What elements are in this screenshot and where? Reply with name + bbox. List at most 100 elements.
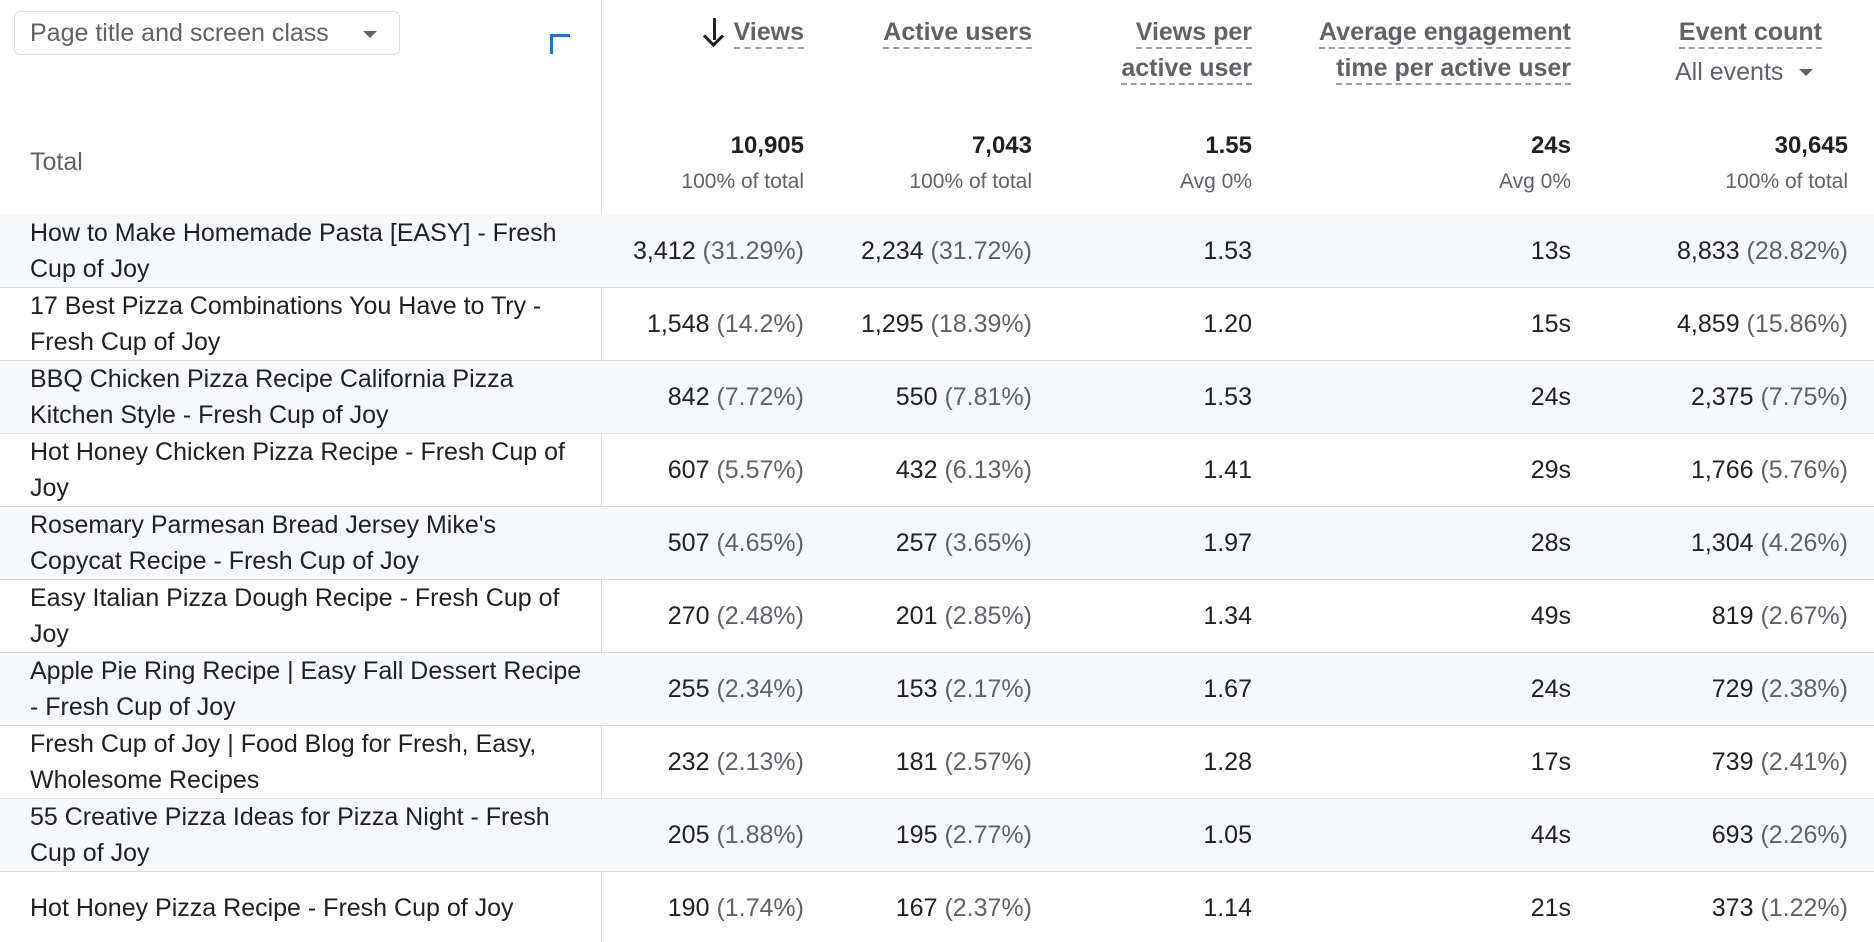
row-active-users: 167 (2.37%) [895, 894, 1032, 922]
total-event-count-value: 30,645 [1774, 132, 1848, 159]
row-views-per-user: 1.53 [1203, 237, 1252, 265]
row-views-per-user: 1.28 [1203, 748, 1252, 776]
row-views: 190 (1.74%) [667, 894, 804, 922]
table-row[interactable]: Easy Italian Pizza Dough Recipe - Fresh … [0, 580, 1874, 653]
total-views-per-user-value: 1.55 [1205, 132, 1252, 159]
table-row[interactable]: 55 Creative Pizza Ideas for Pizza Night … [0, 799, 1874, 872]
column-header-avg-engagement[interactable]: Average engagement time per active user [1319, 14, 1571, 86]
row-views-per-user: 1.53 [1203, 383, 1252, 411]
total-views-per-user-sub: Avg 0% [1180, 170, 1252, 193]
table-row[interactable]: Fresh Cup of Joy | Food Blog for Fresh, … [0, 726, 1874, 799]
total-avg-engagement-value: 24s [1530, 132, 1571, 159]
row-page-title[interactable]: Rosemary Parmesan Bread Jersey Mike's Co… [30, 511, 497, 575]
row-page-title[interactable]: Easy Italian Pizza Dough Recipe - Fresh … [30, 584, 560, 648]
row-avg-engagement: 13s [1530, 237, 1571, 265]
row-active-users: 2,234 (31.72%) [861, 237, 1032, 265]
table-row[interactable]: Rosemary Parmesan Bread Jersey Mike's Co… [0, 507, 1874, 580]
row-avg-engagement: 24s [1530, 675, 1571, 703]
row-page-title[interactable]: 17 Best Pizza Combinations You Have to T… [30, 292, 542, 356]
total-event-count-sub: 100% of total [1725, 170, 1848, 193]
row-views: 270 (2.48%) [667, 602, 804, 630]
row-views-per-user: 1.34 [1203, 602, 1252, 630]
row-event-count: 2,375 (7.75%) [1690, 383, 1848, 411]
row-event-count: 739 (2.41%) [1711, 748, 1848, 776]
row-page-title[interactable]: Hot Honey Chicken Pizza Recipe - Fresh C… [30, 438, 565, 502]
arrow-down-icon [702, 18, 724, 48]
row-views: 507 (4.65%) [667, 529, 804, 557]
row-views: 232 (2.13%) [667, 748, 804, 776]
total-row-label: Total [30, 148, 83, 176]
table-header: Page title and screen class Total Views … [0, 0, 1874, 216]
row-page-title[interactable]: How to Make Homemade Pasta [EASY] - Fres… [30, 219, 557, 283]
row-active-users: 153 (2.17%) [895, 675, 1032, 703]
row-views: 1,548 (14.2%) [646, 310, 804, 338]
row-event-count: 1,766 (5.76%) [1690, 456, 1848, 484]
column-header-event-count[interactable]: Event count [1678, 14, 1822, 50]
row-avg-engagement: 15s [1530, 310, 1571, 338]
row-event-count: 4,859 (15.86%) [1677, 310, 1848, 338]
table-row[interactable]: How to Make Homemade Pasta [EASY] - Fres… [0, 215, 1874, 288]
row-event-count: 8,833 (28.82%) [1677, 237, 1848, 265]
row-avg-engagement: 28s [1530, 529, 1571, 557]
caret-down-icon [363, 31, 377, 38]
row-active-users: 550 (7.81%) [895, 383, 1032, 411]
row-event-count: 729 (2.38%) [1711, 675, 1848, 703]
row-page-title[interactable]: Fresh Cup of Joy | Food Blog for Fresh, … [30, 730, 537, 794]
column-header-views-per-user-line2: active user [1121, 54, 1252, 85]
row-views-per-user: 1.05 [1203, 821, 1252, 849]
dimension-column [0, 0, 602, 942]
table-row[interactable]: 17 Best Pizza Combinations You Have to T… [0, 288, 1874, 361]
row-avg-engagement: 49s [1530, 602, 1571, 630]
row-active-users: 201 (2.85%) [895, 602, 1032, 630]
row-page-title[interactable]: Apple Pie Ring Recipe | Easy Fall Desser… [30, 657, 582, 721]
total-avg-engagement: 24s Avg 0% [1499, 132, 1571, 194]
row-event-count: 819 (2.67%) [1711, 602, 1848, 630]
row-avg-engagement: 44s [1530, 821, 1571, 849]
total-views-sub: 100% of total [681, 170, 804, 193]
caret-down-icon [1799, 68, 1814, 76]
row-page-title[interactable]: 55 Creative Pizza Ideas for Pizza Night … [30, 803, 550, 867]
add-dimension-button[interactable] [536, 14, 570, 54]
total-views-value: 10,905 [730, 132, 804, 159]
row-avg-engagement: 29s [1530, 456, 1571, 484]
row-active-users: 181 (2.57%) [895, 748, 1032, 776]
column-header-views-per-user[interactable]: Views per active user [1121, 14, 1252, 86]
row-avg-engagement: 24s [1530, 383, 1571, 411]
row-views: 607 (5.57%) [667, 456, 804, 484]
row-event-count: 693 (2.26%) [1711, 821, 1848, 849]
column-header-active-users[interactable]: Active users [883, 14, 1032, 50]
column-header-views-per-user-line1: Views per [1135, 18, 1252, 49]
row-page-title[interactable]: BBQ Chicken Pizza Recipe California Pizz… [30, 365, 514, 429]
table-row[interactable]: Hot Honey Pizza Recipe - Fresh Cup of Jo… [0, 872, 1874, 942]
total-active-users: 7,043 100% of total [909, 132, 1032, 194]
row-views: 205 (1.88%) [667, 821, 804, 849]
total-active-users-sub: 100% of total [909, 170, 1032, 193]
row-views: 3,412 (31.29%) [633, 237, 804, 265]
total-active-users-value: 7,043 [971, 132, 1032, 159]
row-page-title[interactable]: Hot Honey Pizza Recipe - Fresh Cup of Jo… [30, 894, 514, 922]
total-views-per-user: 1.55 Avg 0% [1180, 132, 1252, 194]
column-header-views-label: Views [733, 18, 804, 49]
row-active-users: 432 (6.13%) [895, 456, 1032, 484]
row-views-per-user: 1.97 [1203, 529, 1252, 557]
dimension-dropdown[interactable]: Page title and screen class [14, 11, 400, 55]
total-avg-engagement-sub: Avg 0% [1499, 170, 1571, 193]
column-header-views[interactable]: Views [702, 14, 804, 50]
row-views: 255 (2.34%) [667, 675, 804, 703]
row-avg-engagement: 21s [1530, 894, 1571, 922]
total-views: 10,905 100% of total [681, 132, 804, 194]
table-row[interactable]: BBQ Chicken Pizza Recipe California Pizz… [0, 361, 1874, 434]
row-active-users: 257 (3.65%) [895, 529, 1032, 557]
row-views-per-user: 1.14 [1203, 894, 1252, 922]
table-row[interactable]: Apple Pie Ring Recipe | Easy Fall Desser… [0, 653, 1874, 726]
row-views-per-user: 1.67 [1203, 675, 1252, 703]
row-active-users: 1,295 (18.39%) [861, 310, 1032, 338]
event-filter-dropdown[interactable]: All events [1675, 54, 1823, 90]
row-active-users: 195 (2.77%) [895, 821, 1032, 849]
row-views: 842 (7.72%) [667, 383, 804, 411]
row-views-per-user: 1.41 [1203, 456, 1252, 484]
row-event-count: 373 (1.22%) [1711, 894, 1848, 922]
row-views-per-user: 1.20 [1203, 310, 1252, 338]
table-row[interactable]: Hot Honey Chicken Pizza Recipe - Fresh C… [0, 434, 1874, 507]
